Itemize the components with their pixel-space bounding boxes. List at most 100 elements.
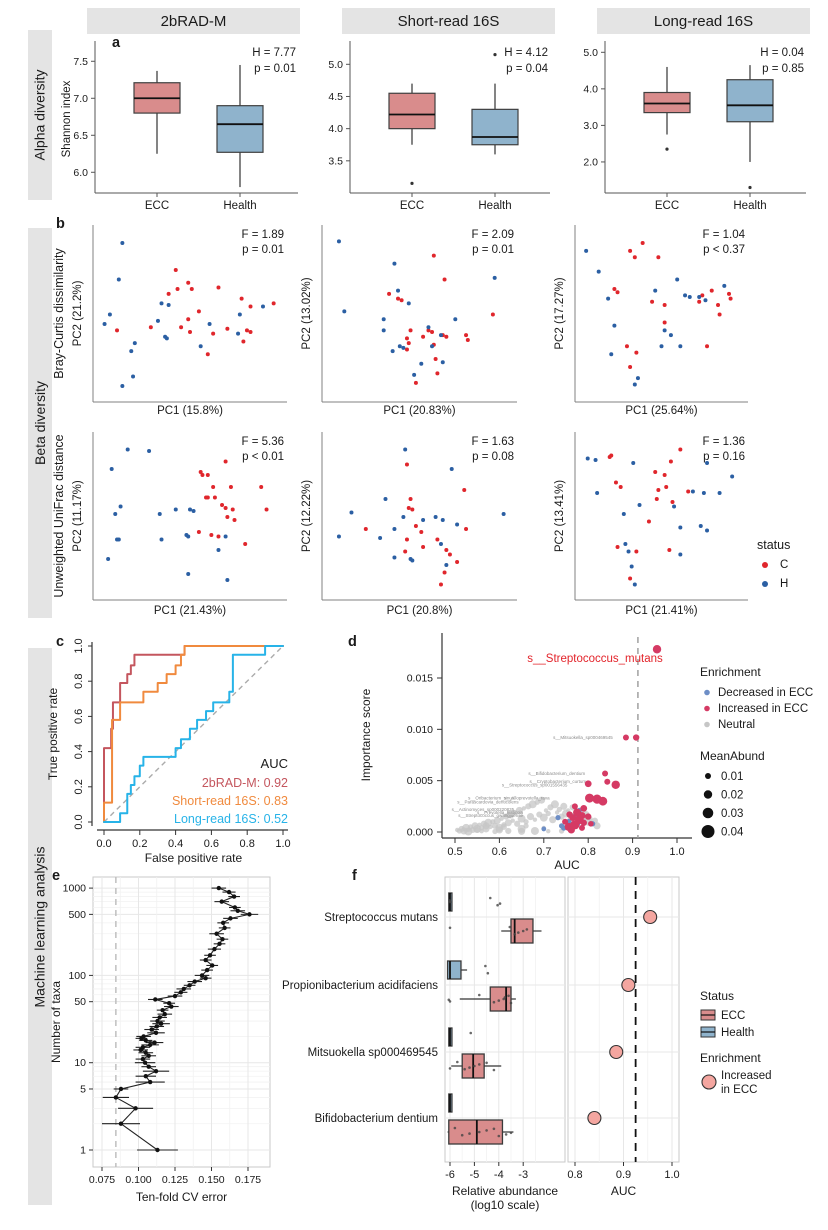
svg-text:5.0: 5.0: [328, 59, 343, 71]
svg-text:50: 50: [74, 996, 86, 1008]
panel-letter-c: c: [56, 634, 65, 650]
svg-text:Short-read 16S: 0.83: Short-read 16S: 0.83: [172, 794, 288, 808]
svg-text:3.0: 3.0: [583, 120, 598, 132]
svg-text:0.175: 0.175: [235, 1174, 261, 1186]
svg-text:s__Alloprevotella_rava: s__Alloprevotella_rava: [504, 796, 550, 801]
svg-text:0.015: 0.015: [407, 672, 433, 684]
svg-text:Importance score: Importance score: [359, 688, 373, 781]
svg-text:0.02: 0.02: [721, 790, 743, 802]
svg-text:1000: 1000: [63, 883, 87, 895]
svg-text:0.8: 0.8: [567, 1169, 582, 1181]
svg-text:True positive rate: True positive rate: [46, 688, 60, 781]
taxa-row-1: Propionibacterium acidifaciens: [282, 960, 636, 1012]
svg-text:5: 5: [80, 1083, 86, 1095]
svg-text:s__Mitsuokella_sp000469545: s__Mitsuokella_sp000469545: [553, 735, 613, 740]
svg-text:0.03: 0.03: [721, 808, 743, 820]
section-label-machine-learning: Machine learning analysis: [28, 648, 52, 1205]
svg-text:s__Bifidobacterium_dentium: s__Bifidobacterium_dentium: [528, 771, 585, 776]
svg-text:Propionibacterium acidifaciens: Propionibacterium acidifaciens: [282, 980, 438, 992]
svg-text:7.5: 7.5: [73, 56, 88, 68]
svg-text:F = 1.36: F = 1.36: [702, 436, 745, 448]
svg-text:7.0: 7.0: [73, 93, 88, 105]
svg-text:1.0: 1.0: [664, 1169, 679, 1181]
roc-auc-legend: AUC 2bRAD-M: 0.92 Short-read 16S: 0.83 Long…: [172, 756, 288, 826]
svg-text:C: C: [780, 559, 788, 571]
importance-legend: Enrichment Decreased in ECC Increased in E…: [700, 665, 813, 839]
beta-status-legend: status CH: [757, 538, 790, 590]
panel-letter-f: f: [352, 868, 357, 884]
svg-text:0.4: 0.4: [168, 838, 183, 850]
svg-text:p = 0.85: p = 0.85: [762, 63, 804, 75]
beta-plot-0-0: F = 1.89 p = 0.01 PC1 (15.8%) PC2 (21.2%): [72, 225, 287, 417]
svg-text:Number of taxa: Number of taxa: [49, 981, 63, 1063]
svg-text:0.9: 0.9: [616, 1169, 631, 1181]
svg-text:F = 1.63: F = 1.63: [471, 436, 514, 448]
svg-text:H: H: [780, 578, 788, 590]
svg-text:-5: -5: [470, 1169, 480, 1181]
panel-d-importance: 0.5 0.6 0.7 0.8 0.9 1.0 0.000 0.005 0.010 0.015 AU…: [359, 633, 813, 872]
svg-text:p < 0.37: p < 0.37: [703, 244, 745, 256]
svg-text:PC2 (11.17%): PC2 (11.17%): [72, 480, 84, 552]
section-label-alpha-diversity: Alpha diversity: [28, 30, 52, 200]
svg-text:s__Cryptobacterium_curtum: s__Cryptobacterium_curtum: [530, 779, 587, 784]
svg-text:6.0: 6.0: [73, 167, 88, 179]
svg-text:Shannon index: Shannon index: [61, 80, 73, 157]
svg-text:AUC: AUC: [554, 858, 580, 872]
svg-text:s__Oribacterium_sinus: s__Oribacterium_sinus: [468, 796, 515, 801]
section-label-beta-diversity: Beta diversity: [28, 228, 52, 618]
svg-text:F = 2.09: F = 2.09: [471, 229, 514, 241]
svg-text:1.0: 1.0: [73, 638, 85, 653]
svg-text:4.0: 4.0: [583, 83, 598, 95]
taxa-row-2: Mitsuokella sp000469545: [308, 1027, 624, 1079]
svg-text:PC2 (12.22%): PC2 (12.22%): [301, 480, 313, 552]
svg-text:0.7: 0.7: [536, 846, 551, 858]
svg-text:Increased: Increased: [721, 1070, 772, 1082]
column-header-short-read: Short-read 16S: [342, 8, 555, 34]
column-header-long-read: Long-read 16S: [597, 8, 810, 34]
svg-text:AUC: AUC: [611, 1184, 637, 1198]
svg-text:ECC: ECC: [655, 200, 679, 212]
svg-text:F = 1.89: F = 1.89: [241, 229, 284, 241]
svg-text:0.4: 0.4: [73, 744, 85, 759]
svg-text:0.2: 0.2: [73, 779, 85, 794]
svg-text:0.005: 0.005: [407, 775, 433, 787]
svg-text:Streptococcus mutans: Streptococcus mutans: [324, 912, 438, 924]
svg-text:6.5: 6.5: [73, 130, 88, 142]
svg-text:Long-read 16S: 0.52: Long-read 16S: 0.52: [174, 812, 288, 826]
svg-text:PC1 (21.41%): PC1 (21.41%): [625, 605, 697, 617]
beta-plot-1-2: F = 1.36 p = 0.16 PC1 (21.41%) PC2 (13.41%): [554, 432, 748, 617]
svg-text:Ten-fold CV error: Ten-fold CV error: [136, 1190, 227, 1204]
svg-text:H = 4.12: H = 4.12: [504, 47, 548, 59]
svg-text:p = 0.01: p = 0.01: [472, 244, 514, 256]
svg-text:1: 1: [80, 1145, 86, 1157]
svg-text:in ECC: in ECC: [721, 1084, 757, 1096]
svg-text:0.0: 0.0: [73, 814, 85, 829]
svg-text:AUC: AUC: [261, 756, 288, 771]
svg-text:p = 0.01: p = 0.01: [242, 244, 284, 256]
panel-letter-a: a: [112, 35, 121, 51]
svg-text:ECC: ECC: [721, 1010, 745, 1022]
column-header-2brad: 2bRAD-M: [87, 8, 300, 34]
svg-text:0.6: 0.6: [204, 838, 219, 850]
svg-text:-4: -4: [494, 1169, 504, 1181]
panel-c-roc: 0.0 0.0 0.2 0.2 0.4 0.4 0.6 0.6 0.8 0.8 1.0 1.0 Fals…: [46, 638, 291, 865]
column-header-label: 2bRAD-M: [160, 12, 227, 30]
svg-text:0.075: 0.075: [89, 1174, 115, 1186]
svg-text:Enrichment: Enrichment: [700, 1051, 761, 1065]
svg-text:s__Actinomyces_sp000220835: s__Actinomyces_sp000220835: [452, 807, 515, 812]
svg-text:s__Streptococcus_gwangjuense: s__Streptococcus_gwangjuense: [458, 813, 523, 818]
svg-text:0.0: 0.0: [96, 838, 111, 850]
svg-text:1.0: 1.0: [669, 846, 684, 858]
alpha-plot-1: 3.5 4.0 4.5 5.0 ECC Health H = 4.12 p = 0.04: [328, 41, 550, 212]
svg-text:s__Streptococcus_sp001556435: s__Streptococcus_sp001556435: [502, 782, 568, 787]
svg-text:0.6: 0.6: [73, 709, 85, 724]
panel-letter-b: b: [56, 216, 65, 232]
svg-text:Health: Health: [733, 200, 766, 212]
svg-text:MeanAbund: MeanAbund: [700, 749, 765, 763]
svg-text:1.0: 1.0: [275, 838, 290, 850]
svg-text:F = 1.04: F = 1.04: [702, 229, 745, 241]
svg-text:PC2 (21.2%): PC2 (21.2%): [72, 280, 84, 346]
svg-text:0.150: 0.150: [198, 1174, 224, 1186]
taxa-row-0: Streptococcus mutans: [324, 892, 658, 944]
svg-text:Mitsuokella sp000469545: Mitsuokella sp000469545: [308, 1047, 438, 1059]
